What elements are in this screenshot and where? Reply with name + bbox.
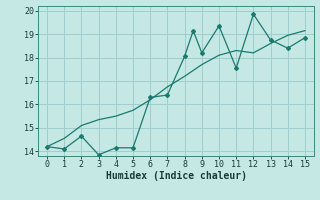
X-axis label: Humidex (Indice chaleur): Humidex (Indice chaleur) [106,171,246,181]
